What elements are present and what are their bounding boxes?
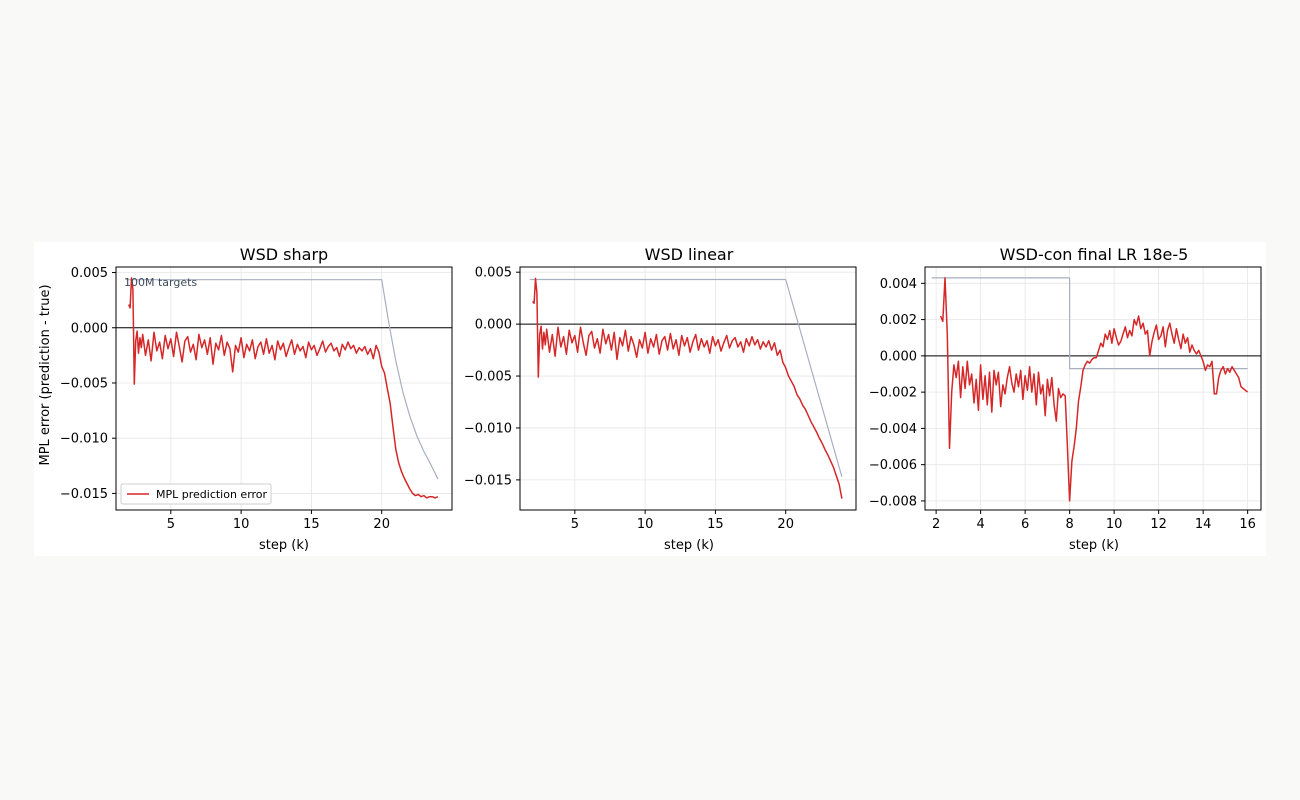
y-tick-label: −0.015 [60,487,108,502]
y-tick-label: −0.006 [869,458,917,473]
legend-label: MPL prediction error [156,488,268,501]
figure-canvas: WSD sharp step (k) MPL error (prediction… [38,245,1262,553]
y-tick-label: −0.010 [464,421,512,436]
plot-area [921,266,1262,514]
panel-wsd-sharp: WSD sharp step (k) MPL error (prediction… [38,245,453,553]
error-series-line [532,277,843,499]
y-tick-label: 0.005 [71,266,108,281]
schedule-series-line [931,277,1248,370]
y-tick-label: −0.002 [869,386,917,401]
x-tick-label: 15 [303,517,320,532]
y-tick-label: 0.000 [475,318,512,333]
x-axis-label: step (k) [664,538,714,553]
x-tick-label: 8 [1065,517,1073,532]
x-tick-label: 15 [707,517,724,532]
panel-wsd-linear: WSD linear step (k) 5 10 15 20 0.005 0.000 −0.… [464,245,857,553]
plot-frame [519,266,857,511]
x-tick-label: 20 [777,517,794,532]
x-axis-label: step (k) [259,538,309,553]
x-axis-label: step (k) [1069,538,1119,553]
y-tick-label: −0.008 [869,494,917,509]
plot-frame [924,266,1262,511]
x-tick-label: 5 [167,517,175,532]
panel-wsd-con: WSD-con final LR 18e-5 step (k) 2 4 6 8 10 12… [869,245,1262,553]
x-tick-label: 4 [976,517,984,532]
x-tick-label: 10 [233,517,250,532]
panel-title: WSD sharp [240,245,328,264]
panel-title: WSD linear [645,245,734,264]
x-tick-label: 20 [373,517,390,532]
panel-title: WSD-con final LR 18e-5 [1000,245,1189,264]
x-tick-label: 10 [1106,517,1123,532]
x-tick-label: 16 [1239,517,1256,532]
schedule-series-line [529,278,843,477]
y-tick-label: −0.004 [869,422,917,437]
legend: MPL prediction error [120,483,272,505]
x-tick-label: 2 [932,517,940,532]
plot-frame [115,266,453,511]
y-tick-label: 0.000 [71,321,108,336]
x-tick-label: 14 [1195,517,1212,532]
error-series-line [939,277,1249,502]
y-tick-label: −0.015 [464,473,512,488]
y-tick-label: −0.010 [60,432,108,447]
error-series-line [128,277,439,499]
y-tick-label: 0.002 [880,313,917,328]
legend-frame [120,483,272,505]
y-axis-label: MPL error (prediction - true) [38,284,53,465]
figure: WSD sharp step (k) MPL error (prediction… [34,242,1266,556]
y-tick-label: −0.005 [464,370,512,385]
y-tick-label: 0.005 [475,266,512,281]
x-tick-label: 10 [637,517,654,532]
x-tick-label: 6 [1021,517,1029,532]
x-tick-label: 5 [571,517,579,532]
plot-area [516,266,857,514]
annotation-text: 100M targets [124,276,197,289]
y-tick-label: 0.004 [880,277,917,292]
x-tick-label: 12 [1150,517,1167,532]
y-tick-label: 0.000 [880,349,917,364]
schedule-series-line [125,279,439,480]
plot-area [112,266,453,514]
y-tick-label: −0.005 [60,376,108,391]
